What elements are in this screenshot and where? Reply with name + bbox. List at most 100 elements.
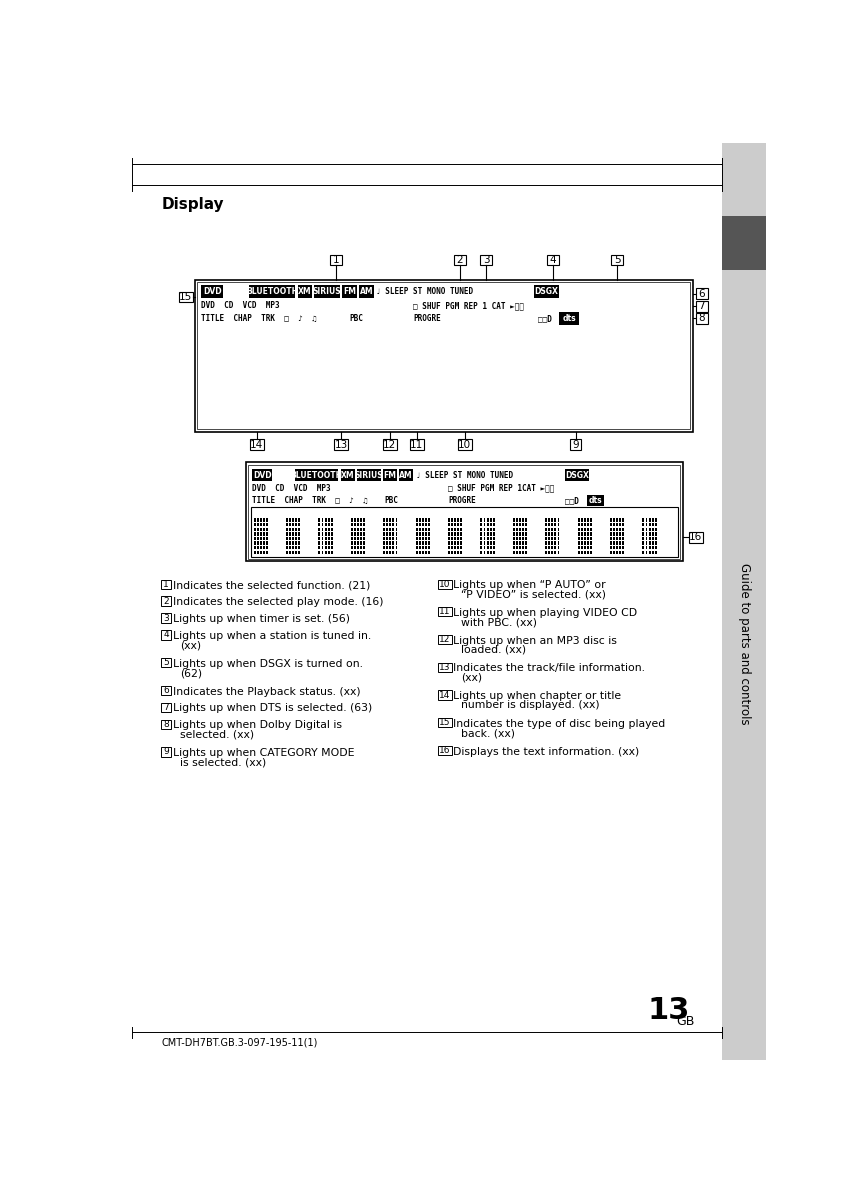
- Bar: [353, 518, 356, 522]
- Bar: [418, 528, 421, 531]
- Bar: [456, 532, 459, 536]
- Bar: [486, 532, 488, 536]
- Bar: [395, 545, 397, 549]
- Bar: [351, 542, 352, 544]
- Bar: [551, 537, 553, 541]
- Bar: [580, 550, 582, 554]
- Bar: [425, 532, 426, 536]
- Bar: [259, 545, 261, 549]
- Bar: [616, 528, 618, 531]
- Bar: [492, 545, 494, 549]
- Bar: [328, 550, 329, 554]
- Bar: [651, 532, 653, 536]
- Bar: [324, 545, 326, 549]
- Bar: [161, 703, 171, 712]
- Bar: [257, 528, 258, 531]
- Bar: [292, 537, 293, 541]
- Bar: [360, 545, 362, 549]
- Bar: [583, 518, 585, 522]
- Bar: [415, 537, 417, 541]
- Bar: [486, 523, 488, 526]
- Bar: [259, 537, 261, 541]
- Bar: [480, 545, 482, 549]
- Bar: [480, 518, 482, 522]
- Text: BLUETOOTH: BLUETOOTH: [246, 287, 298, 297]
- Bar: [421, 532, 423, 536]
- Bar: [618, 550, 620, 554]
- Text: (xx): (xx): [180, 641, 201, 650]
- Bar: [246, 462, 682, 561]
- Bar: [250, 439, 264, 450]
- Bar: [586, 542, 588, 544]
- Bar: [454, 255, 465, 266]
- Bar: [357, 523, 358, 526]
- Bar: [513, 518, 514, 522]
- Bar: [622, 550, 624, 554]
- Bar: [454, 537, 456, 541]
- Bar: [357, 528, 358, 531]
- Bar: [616, 518, 618, 522]
- Bar: [525, 550, 526, 554]
- Text: 13: 13: [438, 662, 450, 672]
- Bar: [577, 545, 579, 549]
- Bar: [257, 518, 258, 522]
- Bar: [342, 286, 357, 298]
- Bar: [519, 523, 520, 526]
- Bar: [525, 542, 526, 544]
- Bar: [521, 542, 524, 544]
- Bar: [363, 550, 365, 554]
- Bar: [611, 255, 622, 266]
- Bar: [489, 537, 491, 541]
- Bar: [486, 550, 488, 554]
- Bar: [438, 746, 451, 755]
- Bar: [480, 523, 482, 526]
- Bar: [263, 550, 264, 554]
- Bar: [395, 542, 397, 544]
- Bar: [295, 532, 297, 536]
- Bar: [612, 523, 614, 526]
- Bar: [557, 532, 559, 536]
- Bar: [357, 545, 358, 549]
- Bar: [353, 528, 356, 531]
- Bar: [525, 537, 526, 541]
- Text: 12: 12: [438, 635, 450, 644]
- Bar: [480, 550, 482, 554]
- Bar: [612, 537, 614, 541]
- Bar: [351, 532, 352, 536]
- Bar: [415, 542, 417, 544]
- Bar: [456, 537, 459, 541]
- Bar: [448, 523, 450, 526]
- Bar: [589, 532, 591, 536]
- Bar: [357, 542, 358, 544]
- Bar: [386, 518, 388, 522]
- Bar: [548, 528, 549, 531]
- Bar: [295, 528, 297, 531]
- Bar: [460, 537, 461, 541]
- Text: DVD: DVD: [252, 470, 271, 480]
- Bar: [519, 545, 520, 549]
- Bar: [647, 518, 650, 522]
- Bar: [456, 523, 459, 526]
- Bar: [521, 545, 524, 549]
- Text: ♩ SLEEP ST MONO TUNED: ♩ SLEEP ST MONO TUNED: [375, 287, 473, 297]
- Bar: [651, 542, 653, 544]
- Bar: [589, 537, 591, 541]
- Bar: [389, 545, 391, 549]
- Text: TITLE  CHAP  TRK  □  ♪  ♫: TITLE CHAP TRK □ ♪ ♫: [201, 314, 316, 323]
- Bar: [460, 545, 461, 549]
- Bar: [418, 518, 421, 522]
- Bar: [654, 550, 656, 554]
- Bar: [418, 542, 421, 544]
- Bar: [328, 528, 329, 531]
- Bar: [389, 528, 391, 531]
- Bar: [289, 542, 291, 544]
- Bar: [616, 550, 618, 554]
- Bar: [289, 528, 291, 531]
- Bar: [486, 528, 488, 531]
- Bar: [363, 542, 365, 544]
- Bar: [289, 545, 291, 549]
- Bar: [521, 550, 524, 554]
- Text: DVD  CD  VCD  MP3: DVD CD VCD MP3: [201, 301, 280, 310]
- Bar: [351, 545, 352, 549]
- Bar: [328, 523, 329, 526]
